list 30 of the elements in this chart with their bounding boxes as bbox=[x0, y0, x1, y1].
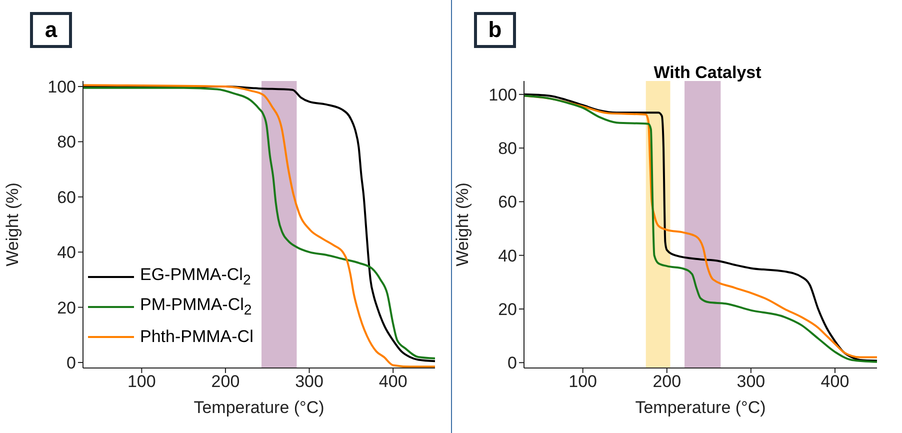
y-axis-title: Weight (%) bbox=[453, 182, 472, 266]
x-tick-label: 200 bbox=[652, 372, 682, 392]
y-tick-label: 20 bbox=[57, 298, 76, 318]
x-tick-label: 400 bbox=[378, 372, 408, 392]
y-tick-label: 20 bbox=[498, 300, 517, 320]
y-tick-label: 100 bbox=[488, 85, 517, 104]
y-tick-label: 60 bbox=[498, 192, 517, 212]
y-tick-label: 100 bbox=[48, 78, 76, 97]
x-tick-label: 100 bbox=[568, 372, 598, 392]
text: a bbox=[30, 12, 72, 48]
x-tick-label: 300 bbox=[736, 372, 766, 392]
legend-label: PM-PMMA-Cl$_{2}$ bbox=[140, 295, 252, 319]
x-axis-title: Temperature (°C) bbox=[194, 398, 324, 417]
legend-label: Phth-PMMA-Cl bbox=[140, 327, 254, 347]
x-tick-label: 400 bbox=[820, 372, 850, 392]
y-tick-label: 0 bbox=[508, 354, 517, 373]
y-tick-label: 80 bbox=[57, 132, 76, 152]
y-axis-title: Weight (%) bbox=[3, 182, 22, 266]
y-tick-label: 40 bbox=[57, 243, 76, 262]
text: b bbox=[474, 12, 516, 48]
y-tick-label: 0 bbox=[66, 354, 76, 373]
x-tick-label: 200 bbox=[211, 372, 240, 392]
y-tick-label: 80 bbox=[498, 139, 517, 158]
y-tick-label: 60 bbox=[57, 188, 76, 207]
x-tick-label: 300 bbox=[295, 372, 324, 392]
y-tick-label: 40 bbox=[498, 246, 517, 266]
chart-title: With Catalyst bbox=[652, 63, 762, 83]
x-tick-label: 100 bbox=[127, 372, 156, 392]
legend-label: EG-PMMA-Cl$_{2}$ bbox=[140, 265, 251, 289]
x-axis-title: Temperature (°C) bbox=[635, 398, 766, 417]
